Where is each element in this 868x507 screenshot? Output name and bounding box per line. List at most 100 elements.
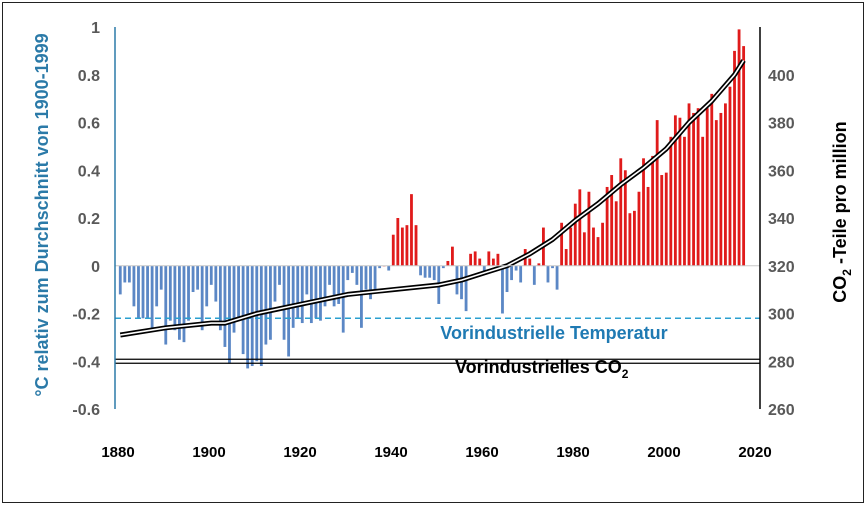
temperature-bar — [501, 265, 504, 314]
temperature-bar — [232, 265, 236, 333]
temperature-bar — [178, 265, 181, 340]
temperature-bar — [551, 265, 554, 269]
left-tick-label: 0.8 — [78, 68, 100, 85]
temperature-bar — [678, 117, 682, 266]
x-tick-label: 1980 — [556, 444, 589, 461]
left-tick-label: 0 — [91, 259, 100, 276]
right-tick-label: 300 — [768, 307, 795, 324]
temperature-bar — [555, 265, 559, 290]
co2-line-outer — [119, 59, 746, 338]
preindustrial-co2-label: Vorindustrielles CO2 — [455, 357, 629, 381]
temperature-bar — [278, 265, 281, 285]
temperature-bar — [187, 265, 190, 321]
temperature-bar — [282, 265, 286, 340]
co2-line-inner — [120, 59, 745, 336]
x-tick-label: 2000 — [647, 444, 680, 461]
x-tick-label: 1880 — [101, 444, 134, 461]
temperature-bar — [673, 115, 677, 266]
temperature-bar — [341, 265, 345, 333]
temperature-bar — [628, 213, 632, 266]
temperature-bar — [733, 50, 736, 266]
left-tick-label: -0.6 — [72, 402, 100, 419]
temperature-bar — [569, 227, 573, 266]
x-tick-label: 1920 — [283, 444, 316, 461]
temperature-bar — [291, 265, 295, 328]
temperature-bar — [546, 265, 550, 283]
x-tick-label: 1940 — [374, 444, 407, 461]
x-tick-label: 2020 — [738, 444, 771, 461]
temperature-bar — [592, 227, 595, 266]
temperature-bar — [683, 136, 686, 266]
temperature-bar — [132, 265, 136, 307]
temperature-bar — [473, 251, 477, 266]
temperature-bar — [514, 265, 518, 271]
temperature-bar — [123, 265, 127, 283]
temperature-bar — [328, 265, 331, 285]
temperature-bar — [496, 253, 500, 266]
temperature-bar — [164, 265, 168, 345]
temperature-bar — [337, 265, 341, 304]
right-axis-title: CO2 -Teile pro million — [830, 121, 854, 302]
temperature-bar — [469, 253, 473, 266]
temperature-bar — [482, 265, 486, 273]
temperature-bar — [332, 265, 336, 307]
temperature-bar — [400, 227, 404, 266]
left-tick-label: -0.2 — [72, 307, 100, 324]
temperature-bar — [300, 265, 304, 324]
right-tick-label: 280 — [768, 354, 795, 371]
temperature-bar — [137, 265, 140, 319]
temperature-bar — [428, 265, 432, 278]
temperature-bar — [127, 265, 131, 283]
temperature-bar — [309, 265, 313, 324]
left-tick-label: 0.6 — [78, 116, 100, 133]
temperature-bar — [505, 265, 509, 293]
temperature-bar — [605, 186, 609, 266]
temperature-bar — [269, 265, 272, 340]
x-tick-label: 1900 — [192, 444, 225, 461]
temperature-bar — [405, 225, 409, 266]
temperature-bar — [168, 265, 172, 321]
temperature-bar — [587, 191, 591, 266]
temperature-bar — [237, 265, 240, 319]
temperature-bar — [200, 265, 204, 331]
temperature-bar — [637, 191, 641, 266]
temperature-bar — [146, 265, 149, 319]
temperature-bar — [305, 265, 309, 295]
temperature-bar — [182, 265, 186, 343]
temperature-bar — [228, 265, 231, 364]
temperature-bar — [660, 175, 664, 266]
temperature-bar — [687, 103, 691, 266]
temperature-bar — [205, 265, 209, 307]
temperature-bar — [573, 203, 577, 266]
temperature-bar — [223, 265, 227, 347]
temperature-bar — [214, 265, 218, 302]
temperature-bar — [241, 265, 245, 355]
temperature-bar — [350, 265, 354, 273]
x-tick-label: 1960 — [465, 444, 498, 461]
right-tick-label: 380 — [768, 116, 795, 133]
temperature-bar — [373, 265, 377, 290]
temperature-bar — [728, 86, 732, 266]
temperature-bar — [487, 251, 491, 266]
temperature-bar — [346, 265, 350, 281]
temperature-bar — [714, 120, 718, 266]
left-tick-label: 0.4 — [78, 163, 100, 180]
temperature-bar — [633, 210, 636, 266]
left-axis-title: °C relativ zum Durchschnitt von 1900-199… — [32, 33, 52, 396]
temperature-bar — [446, 260, 450, 266]
temperature-bar — [582, 232, 586, 266]
temperature-bar — [619, 158, 623, 266]
temperature-bar — [155, 265, 159, 307]
right-tick-label: 320 — [768, 259, 795, 276]
temperature-bar — [323, 265, 327, 307]
temperature-bar — [560, 222, 564, 266]
left-tick-label: 1 — [91, 20, 100, 37]
temperature-bar — [742, 46, 746, 266]
temperature-bar — [414, 225, 418, 266]
temperature-bar — [378, 265, 382, 269]
right-tick-label: 340 — [768, 211, 795, 228]
temperature-bar — [642, 158, 645, 266]
temperature-bar — [173, 265, 177, 331]
